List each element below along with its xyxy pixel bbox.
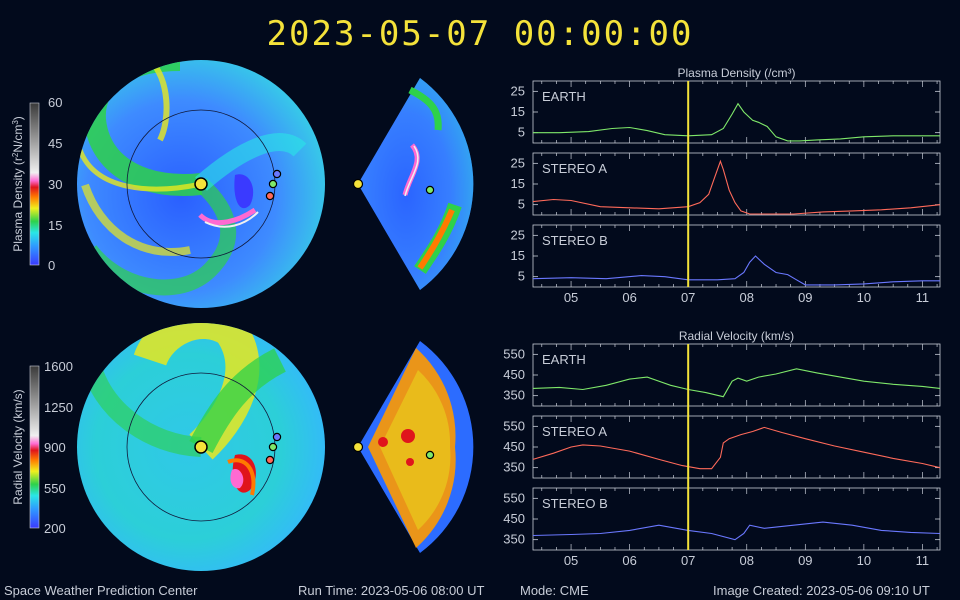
- x-tick-label: 06: [622, 553, 636, 568]
- colorbar-tick: 30: [48, 177, 62, 192]
- y-tick-label: 25: [511, 155, 525, 170]
- panel-frame: [532, 343, 941, 407]
- density-colorbar: 60 45 30 15 0 Plasma Density (r2N/cm3): [11, 95, 62, 273]
- time-series-chart: Radial Velocity (km/s) 550 450 350 EARTH 550 4…: [503, 329, 941, 568]
- panel-label: STEREO A: [542, 424, 607, 439]
- earth-marker: [268, 179, 278, 189]
- x-tick-label: 07: [681, 290, 695, 305]
- time-series-panel: 25 15 5 STEREO B: [511, 224, 941, 288]
- colorbar-label: Radial Velocity (km/s): [11, 389, 25, 504]
- y-tick-label: 550: [503, 418, 525, 433]
- series-line-stereo-a: [532, 159, 941, 215]
- sun-marker: [352, 178, 364, 190]
- x-tick-label: 05: [564, 290, 578, 305]
- footer-image-created: Image Created: 2023-05-06 09:10 UT: [713, 583, 930, 598]
- y-tick-label: 15: [511, 176, 525, 191]
- time-series-panel: 550 450 350 STEREO B: [503, 487, 941, 551]
- stereo-b-marker: [272, 169, 282, 179]
- sun-marker: [352, 441, 364, 453]
- earth-marker: [268, 442, 278, 452]
- stereo-b-marker: [272, 432, 282, 442]
- y-tick-label: 25: [511, 227, 525, 242]
- stereo-a-marker: [265, 191, 275, 201]
- panel-label: EARTH: [542, 352, 586, 367]
- y-tick-label: 5: [518, 125, 525, 140]
- timestamp-title: 2023-05-07 00:00:00: [266, 14, 694, 54]
- time-series-charts: Plasma Density (/cm³) 25 15 5 EARTH 25 15 5 STER…: [503, 66, 941, 568]
- series-line-stereo-a: [532, 426, 941, 470]
- series-line-earth: [532, 368, 941, 398]
- series-line-earth: [533, 102, 940, 142]
- x-tick-label: 07: [681, 553, 695, 568]
- panel-label: STEREO B: [542, 233, 608, 248]
- x-tick-label: 11: [916, 553, 930, 568]
- earth-marker: [425, 185, 435, 195]
- panel-label: STEREO A: [542, 161, 607, 176]
- time-series-panel: 550 450 350 EARTH: [503, 343, 941, 407]
- colorbar-tick: 900: [44, 440, 66, 455]
- footer-org: Space Weather Prediction Center: [4, 583, 198, 598]
- x-tick-label: 08: [740, 290, 754, 305]
- density-wedge-view: [352, 78, 474, 290]
- y-tick-label: 350: [503, 460, 525, 475]
- footer-mode: Mode: CME: [520, 583, 589, 598]
- y-tick-label: 550: [503, 346, 525, 361]
- x-tick-label: 10: [857, 290, 871, 305]
- panel-label: STEREO B: [542, 496, 608, 511]
- colorbar-label: Plasma Density (r2N/cm3): [11, 116, 25, 252]
- colorbar-tick: 1250: [44, 400, 73, 415]
- colorbar-tick: 60: [48, 95, 62, 110]
- y-tick-label: 25: [511, 83, 525, 98]
- y-tick-label: 350: [503, 532, 525, 547]
- y-tick-label: 5: [518, 197, 525, 212]
- x-tick-label: 05: [564, 553, 578, 568]
- y-tick-label: 450: [503, 511, 525, 526]
- density-disk-view: [77, 60, 325, 308]
- sun-marker: [194, 440, 208, 454]
- chart-title: Radial Velocity (km/s): [679, 329, 794, 343]
- chart-title: Plasma Density (/cm³): [677, 66, 795, 80]
- velocity-wedge-view: [352, 341, 474, 553]
- y-tick-label: 450: [503, 439, 525, 454]
- time-series-panel: 550 450 350 STEREO A: [503, 415, 941, 479]
- stereo-a-marker: [265, 455, 275, 465]
- time-series-chart: Plasma Density (/cm³) 25 15 5 EARTH 25 15 5 STER…: [511, 66, 941, 305]
- colorbar-tick: 1600: [44, 359, 73, 374]
- panel-label: EARTH: [542, 89, 586, 104]
- series-line-stereo-b: [532, 255, 940, 286]
- x-tick-label: 09: [798, 290, 812, 305]
- velocity-disk-view: [77, 323, 325, 571]
- y-tick-label: 550: [503, 490, 525, 505]
- x-tick-label: 06: [622, 290, 636, 305]
- y-tick-label: 15: [511, 104, 525, 119]
- colorbar-tick: 550: [44, 481, 66, 496]
- x-tick-label: 11: [916, 290, 930, 305]
- colorbar-tick: 45: [48, 136, 62, 151]
- footer-run-time: Run Time: 2023-05-06 08:00 UT: [298, 583, 485, 598]
- y-tick-label: 15: [511, 248, 525, 263]
- panel-frame: [532, 80, 941, 144]
- y-tick-label: 5: [518, 269, 525, 284]
- time-series-panel: 25 15 5 EARTH: [511, 80, 941, 144]
- colorbar-tick: 0: [48, 258, 55, 273]
- x-tick-label: 10: [857, 553, 871, 568]
- y-tick-label: 450: [503, 367, 525, 382]
- y-tick-label: 350: [503, 388, 525, 403]
- colorbar-tick: 200: [44, 521, 66, 536]
- series-line-stereo-b: [532, 521, 941, 541]
- sun-marker: [194, 177, 208, 191]
- colorbar-tick: 15: [48, 218, 62, 233]
- earth-marker: [425, 450, 435, 460]
- velocity-colorbar: 1600 1250 900 550 200 Radial Velocity (k…: [11, 359, 73, 536]
- time-series-panel: 25 15 5 STEREO A: [511, 152, 941, 216]
- x-tick-label: 08: [740, 553, 754, 568]
- x-tick-label: 09: [798, 553, 812, 568]
